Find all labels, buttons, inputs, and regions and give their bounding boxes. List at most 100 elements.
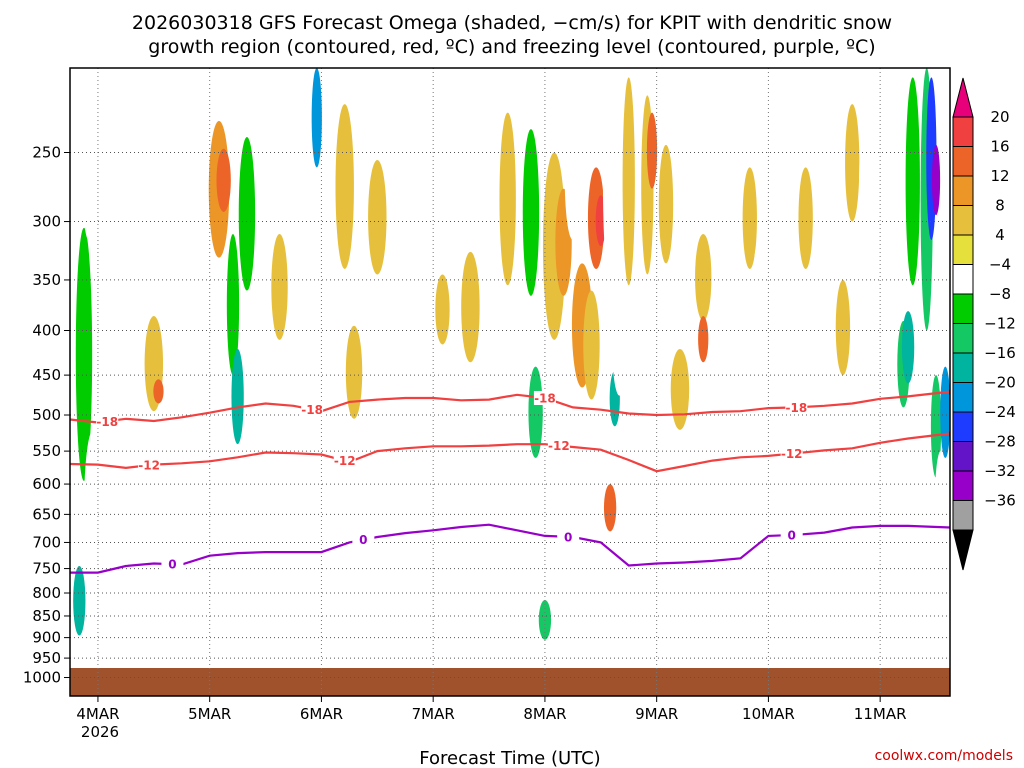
omega-cell-96: [930, 375, 942, 478]
omega-cell-80: [789, 274, 804, 345]
colorbar-swatch-8: [952, 323, 974, 354]
omega-cell-22: [244, 422, 259, 491]
y-tick-label-950: 950: [32, 649, 61, 667]
omega-cell-52: [538, 600, 552, 640]
y-tick-label-350: 350: [32, 271, 61, 289]
contour-label-0-3: -18: [786, 401, 808, 415]
omega-cell-46: [499, 112, 516, 286]
y-tick-label-300: 300: [32, 213, 61, 231]
contour-label-bg-2-3: [780, 527, 803, 542]
omega-cell-63: [603, 484, 617, 532]
contour-label-bg-1-2: [547, 438, 570, 453]
omega-cell-24: [263, 444, 278, 543]
omega-cell-83: [815, 502, 834, 537]
colorbar-label-1: 16: [990, 138, 1009, 156]
omega-cell-85: [845, 104, 860, 222]
omega-cell-64: [612, 295, 627, 396]
omega-cell-98: [940, 366, 951, 458]
omega-cell-18: [226, 233, 240, 376]
y-tick-label-650: 650: [32, 505, 61, 523]
omega-cell-81: [798, 167, 813, 269]
omega-cell-37: [365, 362, 380, 434]
omega-cell-34: [345, 325, 363, 419]
omega-cell-7: [122, 300, 139, 408]
omega-cell-50: [528, 366, 543, 458]
colorbar-swatch-14: [952, 500, 974, 531]
y-tick-label-400: 400: [32, 322, 61, 340]
omega-cell-72: [695, 233, 712, 321]
x-axis-label: Forecast Time (UTC): [419, 748, 600, 768]
x-tick-label-8MAR: 8MAR: [523, 705, 566, 723]
omega-cell-43: [473, 95, 486, 228]
contour-label-bg-2-2: [557, 529, 580, 544]
omega-cell-55: [564, 112, 582, 241]
colorbar-bottom-arrow: [952, 529, 974, 571]
x-tick-label-7MAR: 7MAR: [412, 705, 455, 723]
chart-title-line-2: growth region (contoured, red, ºC) and f…: [148, 36, 875, 58]
colorbar-label-3: 8: [995, 197, 1005, 215]
x-tick-label-4MAR: 4MAR: [76, 705, 119, 723]
omega-cell-42: [461, 251, 480, 363]
y-tick-label-850: 850: [32, 607, 61, 625]
contour-label-bg-2-0: [161, 557, 184, 572]
omega-cell-27: [292, 68, 314, 280]
colorbar-swatch-4: [952, 205, 974, 236]
omega-cell-19: [231, 348, 244, 445]
omega-cell-68: [647, 502, 666, 537]
colorbar: 20 16 12 8 4 −4 −8 −12 −16 −20 −24 −28 −32 −36: [952, 77, 1016, 571]
omega-cell-51: [531, 487, 550, 591]
temperature-contours: -18 -18 -18 -18 -12 -12 -12 -12 0 0 0 0: [69, 390, 951, 574]
plot-frame: [69, 67, 951, 697]
omega-cell-11: [153, 379, 164, 404]
omega-cell-3: [81, 77, 96, 241]
colorbar-label-5: −4: [989, 256, 1011, 274]
colorbar-swatch-11: [952, 411, 974, 442]
omega-cell-78: [772, 539, 793, 586]
omega-cell-92: [905, 77, 920, 286]
omega-cell-74: [714, 300, 730, 392]
omega-cell-86: [859, 112, 874, 264]
omega-cell-20: [234, 508, 251, 574]
x-year-label: 2026: [81, 723, 119, 741]
omega-cell-25: [271, 233, 288, 340]
y-tick-label-600: 600: [32, 475, 61, 493]
omega-cell-40: [407, 415, 422, 497]
omega-cell-26: [280, 576, 298, 627]
omega-cell-17: [216, 148, 231, 212]
omega-cell-95: [931, 144, 941, 216]
y-tick-label-750: 750: [32, 560, 61, 578]
omega-cell-69: [658, 144, 674, 264]
omega-cell-33: [335, 104, 354, 269]
colorbar-label-0: 20: [990, 108, 1009, 126]
contour-label-bg-1-3: [780, 446, 803, 461]
omega-cell-84: [835, 279, 851, 376]
omega-cell-41: [435, 274, 450, 345]
omega-cell-76: [752, 240, 766, 336]
omega-cell-31: [319, 595, 333, 636]
omega-cell-77: [759, 457, 787, 509]
omega-cell-13: [173, 383, 190, 521]
colorbar-label-9: −20: [984, 374, 1016, 392]
colorbar-label-6: −8: [989, 285, 1011, 303]
omega-shading: [73, 67, 951, 644]
omega-cell-60: [602, 77, 618, 286]
colorbar-swatch-1: [952, 116, 974, 147]
colorbar-swatch-6: [952, 264, 974, 295]
omega-cell-12: [163, 221, 182, 349]
credit-text: coolwx.com/models: [875, 748, 1013, 764]
contour-label-bg-0-1: [301, 402, 324, 417]
colorbar-top-arrow: [952, 77, 974, 118]
contour-label-bg-1-1: [333, 453, 356, 468]
colorbar-label-10: −24: [984, 403, 1016, 421]
omega-cell-70: [670, 348, 690, 430]
omega-cell-2: [92, 555, 113, 644]
y-tick-label-800: 800: [32, 584, 61, 602]
omega-cell-65: [622, 77, 635, 286]
contour-label-1-1: -12: [334, 454, 356, 468]
omega-cell-82: [806, 531, 824, 574]
omega-cell-47: [504, 496, 521, 603]
contour-label-1-0: -12: [138, 459, 160, 473]
x-tick-label-11MAR: 11MAR: [854, 705, 907, 723]
contour-label-2-1: 0: [359, 533, 367, 547]
